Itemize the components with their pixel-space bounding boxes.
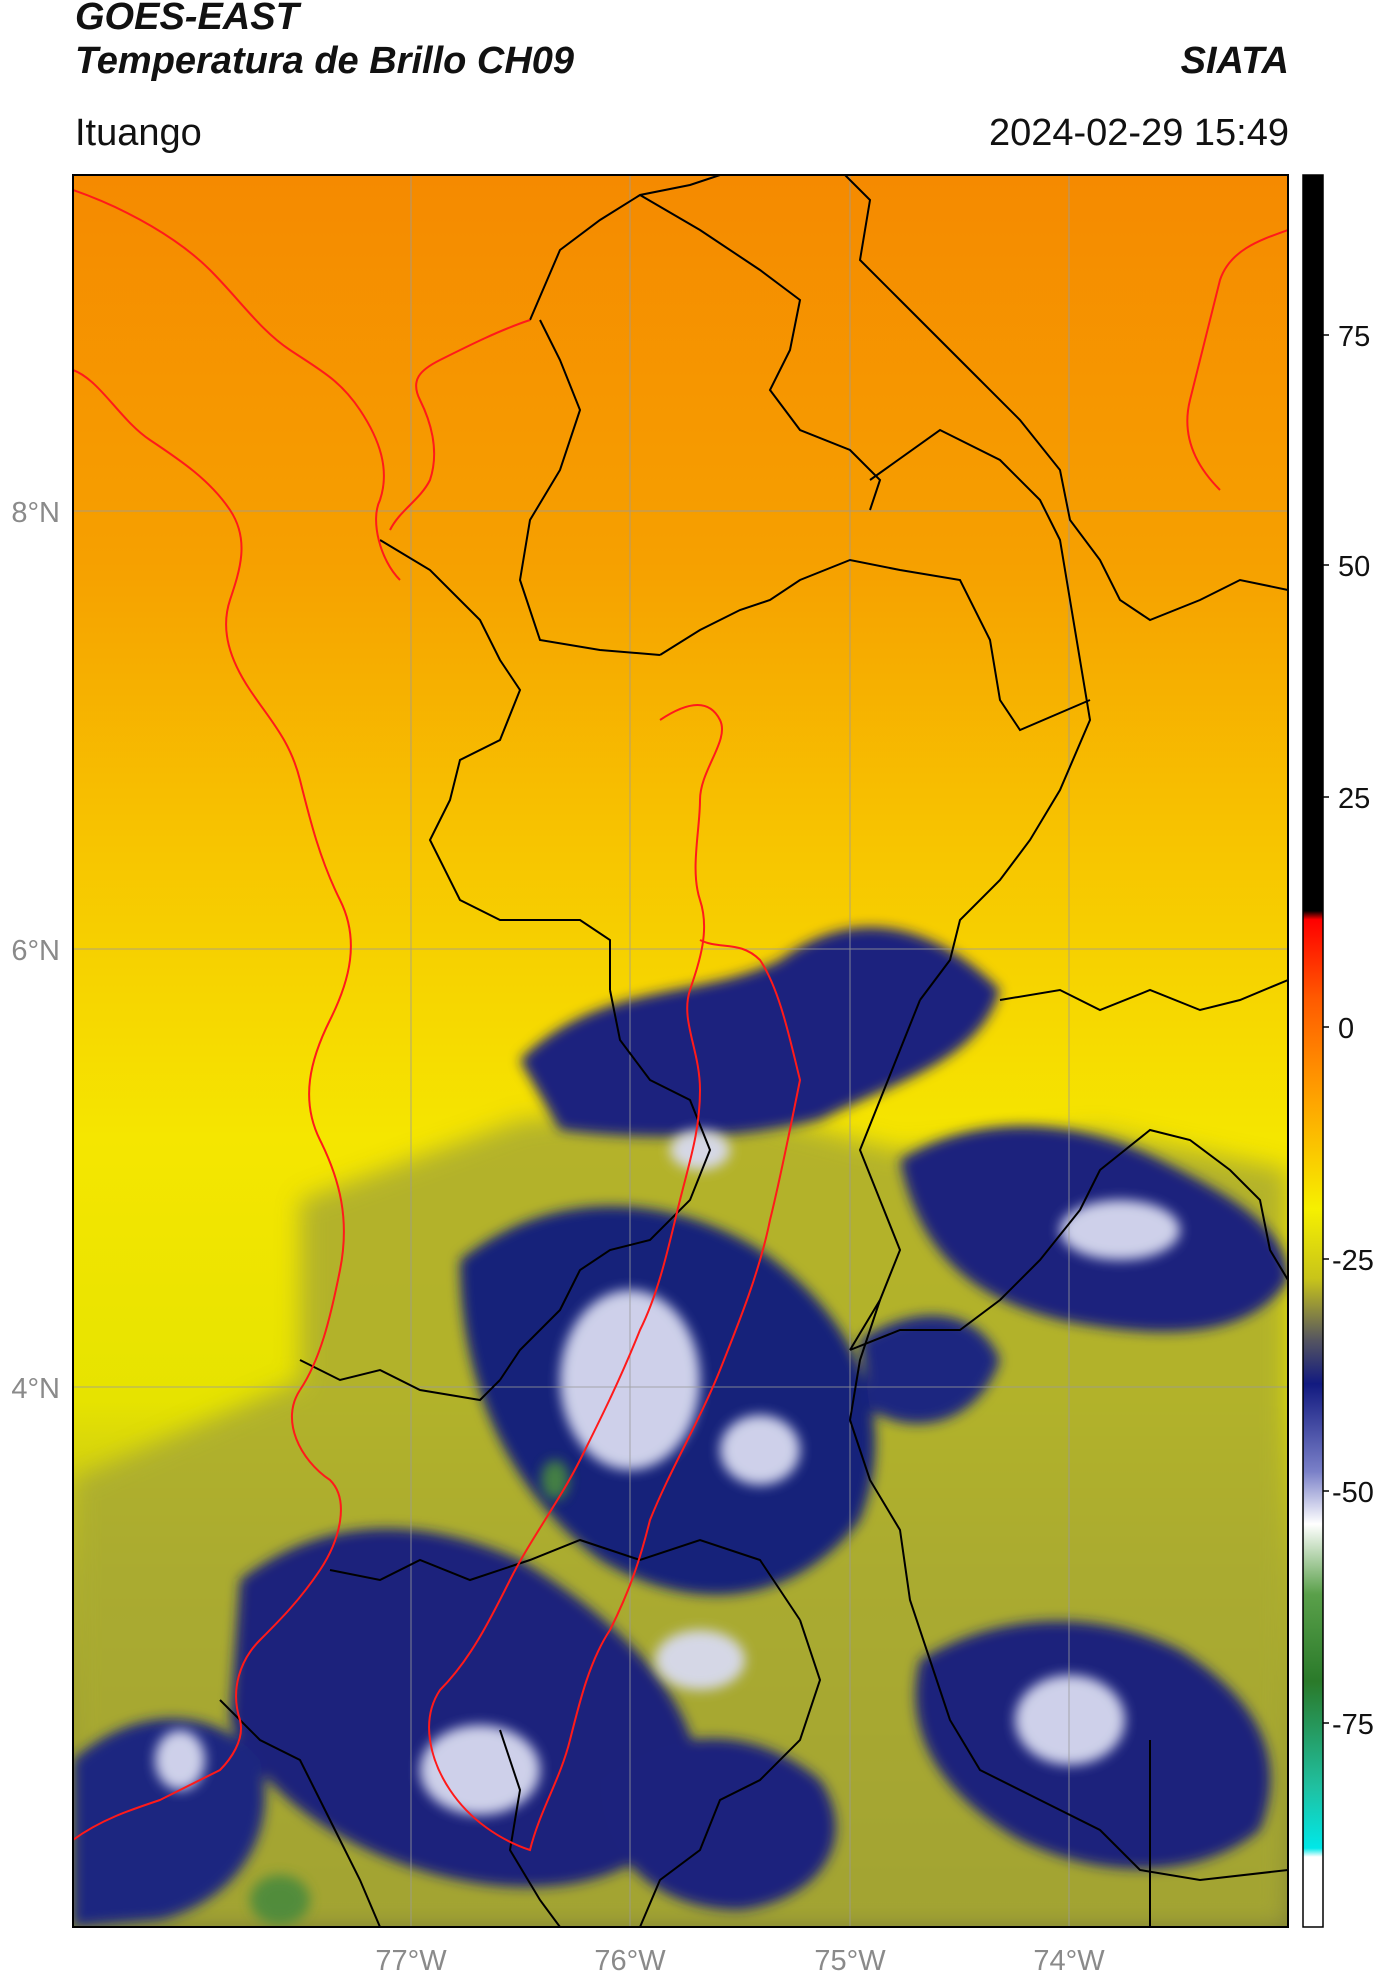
satellite-title: GOES-EAST	[75, 0, 299, 38]
colorbar-tick-label: 25	[1338, 783, 1370, 815]
lat-tick-label: 4°N	[11, 1373, 60, 1405]
lon-tick-label: 74°W	[1033, 1945, 1105, 1977]
colorbar-tick-label: -50	[1332, 1477, 1374, 1509]
admin-borders	[219, 175, 1288, 1927]
timestamp-label: 2024-02-29 15:49	[988, 112, 1289, 154]
lat-tick-label: 6°N	[11, 935, 60, 967]
colorbar-tick-label: 75	[1338, 321, 1370, 353]
colorbar: 75 50 25 0 -25 -50 -75	[1302, 174, 1374, 1928]
coastline-and-basin	[73, 189, 1288, 1852]
lon-ticks: 77°W 76°W 75°W 74°W	[375, 1945, 1105, 1977]
lon-tick-label: 77°W	[375, 1945, 447, 1977]
colorbar-tick-label: -25	[1332, 1245, 1374, 1277]
gridlines	[73, 175, 1288, 1927]
colorbar-tick-label: 50	[1338, 551, 1370, 583]
lon-tick-label: 75°W	[814, 1945, 886, 1977]
map-frame	[72, 174, 1289, 1928]
map-image	[73, 175, 1288, 1927]
colorbar-tick-label: 0	[1338, 1013, 1354, 1045]
product-title: Temperatura de Brillo CH09	[75, 40, 575, 82]
organization-label: SIATA	[1180, 40, 1289, 82]
colorbar-tick-label: -75	[1332, 1709, 1374, 1741]
location-label: Ituango	[75, 112, 202, 154]
colorbar-scale	[1302, 174, 1324, 1928]
lat-tick-label: 8°N	[11, 497, 60, 529]
lat-ticks: 8°N 6°N 4°N	[11, 497, 60, 1405]
lon-tick-label: 76°W	[594, 1945, 666, 1977]
